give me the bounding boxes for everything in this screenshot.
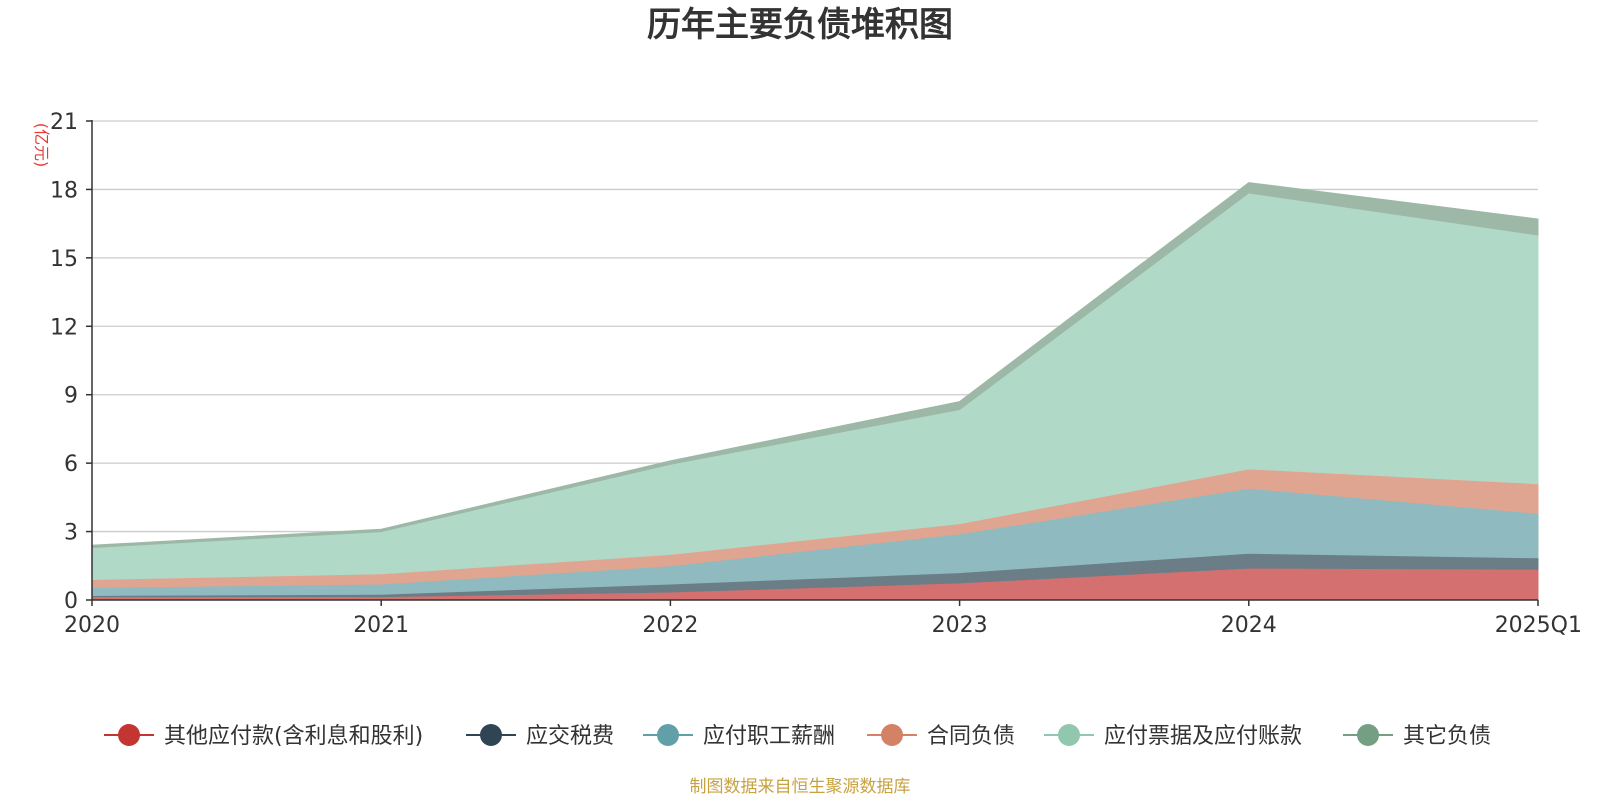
y-tick-label: 3 <box>64 521 78 546</box>
legend-label: 应交税费 <box>526 724 614 749</box>
legend-circle-marker <box>1357 724 1379 746</box>
y-tick-label: 6 <box>64 452 78 477</box>
y-tick-label: 9 <box>64 384 78 409</box>
x-axis-tick-labels: 2020 2021 2022 2023 2024 2025Q1 <box>64 613 1582 638</box>
x-tick-label: 2020 <box>64 613 120 638</box>
y-tick-label: 0 <box>64 589 78 614</box>
legend-item[interactable]: 应付职工薪酬 <box>643 724 835 749</box>
legend-label: 合同负债 <box>927 724 1015 749</box>
x-tick-label: 2023 <box>932 613 988 638</box>
legend-label: 其它负债 <box>1403 724 1491 749</box>
y-axis-unit-label: (亿元) <box>32 123 51 168</box>
grid-lines <box>92 120 1538 533</box>
legend-item[interactable]: 其他应付款(含利息和股利) <box>104 724 423 749</box>
x-tick-label: 2025Q1 <box>1495 613 1582 638</box>
legend-label: 其他应付款(含利息和股利) <box>164 724 423 749</box>
y-tick-label: 15 <box>50 247 78 272</box>
legend-label: 应付票据及应付账款 <box>1104 724 1302 749</box>
data-source-label: 制图数据来自恒生聚源数据库 <box>690 777 911 797</box>
axes <box>86 120 1539 606</box>
legend-circle-marker <box>480 724 502 746</box>
legend-circle-marker <box>881 724 903 746</box>
y-tick-label: 12 <box>50 315 78 340</box>
legend-item[interactable]: 其它负债 <box>1343 724 1491 749</box>
y-axis-tick-labels: 0 3 6 9 12 15 18 21 <box>50 110 78 614</box>
legend-circle-marker <box>118 724 140 746</box>
chart-title: 历年主要负债堆积图 <box>647 5 953 45</box>
y-tick-label: 21 <box>50 110 78 135</box>
y-tick-label: 18 <box>50 178 78 203</box>
x-tick-label: 2021 <box>353 613 409 638</box>
x-tick-label: 2024 <box>1221 613 1277 638</box>
legend-circle-marker <box>1058 724 1080 746</box>
legend-item[interactable]: 合同负债 <box>867 724 1015 749</box>
legend-item[interactable]: 应付票据及应付账款 <box>1044 724 1302 749</box>
area-series <box>91 182 1539 601</box>
legend: 其他应付款(含利息和股利) 应交税费 应付职工薪酬 合同负债 应付票据及应付账款 其它负债 <box>104 724 1491 749</box>
area-series-其它负债 <box>91 182 1539 549</box>
legend-circle-marker <box>657 724 679 746</box>
x-tick-label: 2022 <box>642 613 698 638</box>
legend-item[interactable]: 应交税费 <box>466 724 614 749</box>
legend-label: 应付职工薪酬 <box>703 724 835 749</box>
